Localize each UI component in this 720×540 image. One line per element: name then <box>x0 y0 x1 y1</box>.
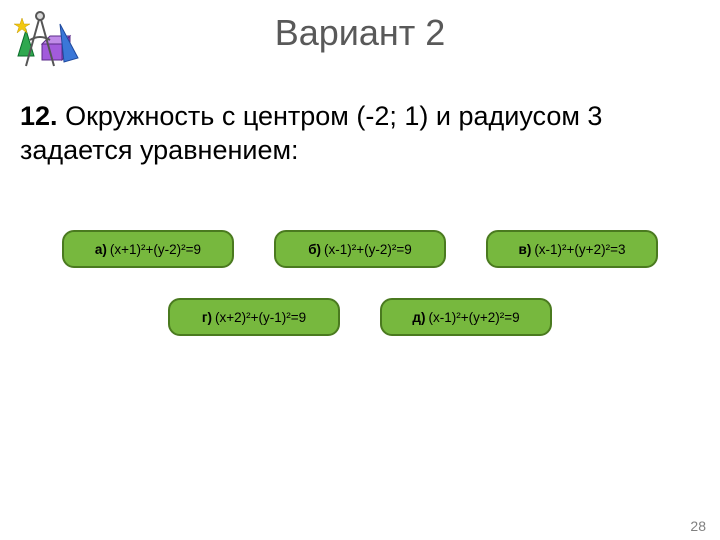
option-a-label: а) <box>95 242 107 257</box>
slide-title: Вариант 2 <box>0 0 720 54</box>
option-a[interactable]: а) (х+1)²+(у-2)²=9 <box>62 230 234 268</box>
option-b-text: (х-1)²+(у-2)²=9 <box>324 242 412 257</box>
option-v[interactable]: в) (х-1)²+(у+2)²=3 <box>486 230 658 268</box>
options-row-1: а) (х+1)²+(у-2)²=9 б) (х-1)²+(у-2)²=9 в)… <box>0 230 720 268</box>
question-body: Окружность с центром (-2; 1) и радиусом … <box>20 101 602 165</box>
geometry-logo-icon <box>12 10 82 80</box>
option-g-label: г) <box>202 310 212 325</box>
question-text: 12. Окружность с центром (-2; 1) и радиу… <box>20 100 700 168</box>
option-v-text: (х-1)²+(у+2)²=3 <box>534 242 625 257</box>
option-d-label: д) <box>412 310 425 325</box>
options-container: а) (х+1)²+(у-2)²=9 б) (х-1)²+(у-2)²=9 в)… <box>0 230 720 366</box>
options-row-2: г) (х+2)²+(у-1)²=9 д) (х-1)²+(у+2)²=9 <box>0 298 720 336</box>
option-b-label: б) <box>308 242 321 257</box>
option-b[interactable]: б) (х-1)²+(у-2)²=9 <box>274 230 446 268</box>
option-g[interactable]: г) (х+2)²+(у-1)²=9 <box>168 298 340 336</box>
slide: Вариант 2 12. Окружность с центром (-2; … <box>0 0 720 540</box>
option-d[interactable]: д) (х-1)²+(у+2)²=9 <box>380 298 552 336</box>
question-number: 12. <box>20 101 58 131</box>
page-number: 28 <box>690 518 706 534</box>
option-a-text: (х+1)²+(у-2)²=9 <box>110 242 201 257</box>
option-v-label: в) <box>519 242 532 257</box>
option-g-text: (х+2)²+(у-1)²=9 <box>215 310 306 325</box>
option-d-text: (х-1)²+(у+2)²=9 <box>428 310 519 325</box>
